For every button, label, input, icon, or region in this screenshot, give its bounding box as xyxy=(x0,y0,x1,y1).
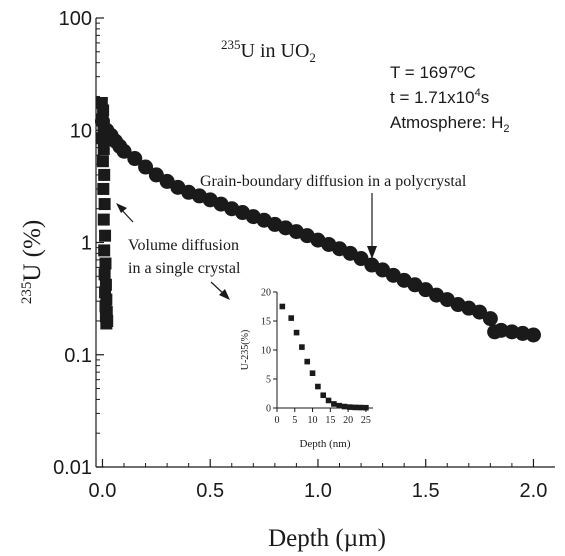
inset-data-point xyxy=(357,404,364,411)
main-series xyxy=(94,96,541,343)
inset-y-axis-label: U-235(%) xyxy=(240,330,251,371)
inset-x-tick-label: 25 xyxy=(361,415,371,426)
condition-atmosphere-sub: 2 xyxy=(503,123,509,135)
data-point-circle xyxy=(353,251,369,267)
y-tick-label: 100 xyxy=(59,8,92,30)
data-point-square xyxy=(98,168,111,181)
inset-data-point xyxy=(309,370,316,376)
x-tick-label: 1.0 xyxy=(304,480,332,502)
inset-data-point xyxy=(331,401,337,407)
data-point-circle xyxy=(482,311,498,327)
inset-data-point xyxy=(299,344,305,350)
condition-time: t = 1.71x104s xyxy=(390,87,489,107)
inset-y-tick-label: 0 xyxy=(266,404,271,415)
y-tick-label: 0.1 xyxy=(64,345,92,367)
title-note-main: U in UO xyxy=(241,40,310,62)
inset-x-tick-label: 5 xyxy=(292,415,297,426)
condition-time-suffix: s xyxy=(481,88,490,107)
inset-x-tick-label: 20 xyxy=(343,415,353,426)
inset-data-point xyxy=(293,329,300,336)
x-tick-label: 1.5 xyxy=(412,480,440,502)
data-point-square xyxy=(97,182,110,195)
condition-time-prefix: t = 1.71x10 xyxy=(390,88,475,107)
grain-boundary-annotation: Grain-boundary diffusion in a polycrysta… xyxy=(200,173,467,190)
condition-temperature: T = 1697ºC xyxy=(390,63,476,82)
data-point-circle xyxy=(127,151,143,167)
data-point-square xyxy=(97,213,110,226)
inset-y-tick-label: 5 xyxy=(266,375,271,386)
inset-data-point xyxy=(288,315,295,321)
data-point-square xyxy=(99,257,112,270)
inset-x-tick-label: 0 xyxy=(275,415,280,426)
inset-data-point xyxy=(320,392,327,399)
volume-diffusion-line1: Volume diffusion xyxy=(128,237,239,254)
inset-y-tick-label: 15 xyxy=(261,317,271,328)
inset-data-point xyxy=(347,404,353,410)
data-point-square xyxy=(99,229,112,242)
y-axis-label: 235U (%) xyxy=(19,220,46,304)
volume-diffusion-line2: in a single crystal xyxy=(128,260,241,277)
inset-plot-axes xyxy=(276,292,373,409)
inset-data-point xyxy=(352,404,359,411)
x-tick-label: 0.0 xyxy=(89,480,117,502)
data-point-square xyxy=(97,143,110,156)
data-point-square xyxy=(98,244,111,257)
inset-series xyxy=(279,303,369,411)
inset-data-point xyxy=(336,402,343,409)
data-point-square xyxy=(96,155,109,168)
condition-atmosphere-prefix: Atmosphere: H xyxy=(390,113,503,132)
y-axis-label-sup: 235 xyxy=(19,282,35,305)
condition-atmosphere: Atmosphere: H2 xyxy=(390,113,510,135)
inset-pointer-arrowhead xyxy=(219,289,230,300)
inset-y-tick-label: 20 xyxy=(261,288,271,299)
data-point-circle xyxy=(525,327,541,343)
inset-x-tick-label: 10 xyxy=(308,415,318,426)
inset-data-point xyxy=(341,403,348,410)
condition-time-sup: 4 xyxy=(475,87,481,99)
inset-data-point xyxy=(279,303,286,310)
volume-arrowhead xyxy=(116,203,127,213)
y-tick-label: 1 xyxy=(81,233,92,255)
inset-x-tick-label: 15 xyxy=(325,415,335,426)
data-point-square xyxy=(98,198,111,211)
inset-y-tick-label: 10 xyxy=(261,346,271,357)
data-point-square xyxy=(98,268,111,281)
x-tick-label: 2.0 xyxy=(520,480,548,502)
y-tick-label: 10 xyxy=(70,120,92,142)
chart-title-note: 235U in UO2 xyxy=(221,37,316,65)
y-tick-label: 0.01 xyxy=(53,457,92,479)
data-point-square xyxy=(100,317,113,330)
inset-x-axis-label: Depth (nm) xyxy=(299,438,350,450)
data-point-circle xyxy=(138,159,154,175)
inset-data-point xyxy=(363,404,369,411)
data-point-circle xyxy=(148,167,164,183)
y-axis-label-main: U (%) xyxy=(19,220,46,282)
data-point-square xyxy=(96,132,109,145)
data-point-circle xyxy=(116,143,132,159)
inset-data-point xyxy=(304,358,311,365)
inset-data-point xyxy=(325,397,332,404)
grain-boundary-arrowhead xyxy=(367,246,377,259)
x-axis-label: Depth (µm) xyxy=(268,525,386,552)
inset-data-point xyxy=(315,383,321,390)
data-point-circle xyxy=(472,304,488,320)
title-note-sub: 2 xyxy=(309,50,316,65)
x-tick-label: 0.5 xyxy=(196,480,224,502)
title-note-sup: 235 xyxy=(221,37,241,52)
data-point-square xyxy=(97,121,110,134)
